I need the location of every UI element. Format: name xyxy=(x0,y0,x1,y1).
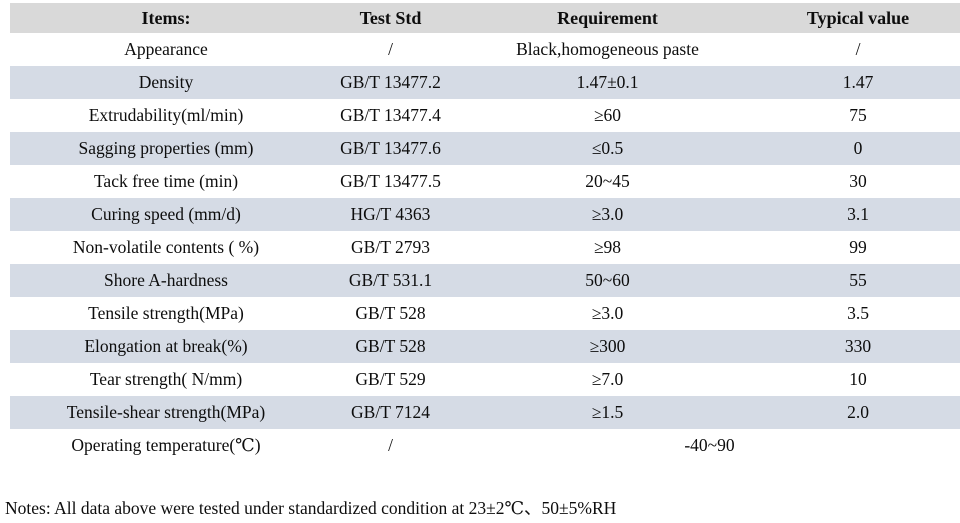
item-cell: Tensile-shear strength(MPa) xyxy=(10,396,322,429)
table-row: Tack free time (min) GB/T 13477.5 20~45 … xyxy=(10,165,960,198)
std-cell: GB/T 13477.5 xyxy=(340,171,441,191)
table-row: Appearance / Black,homogeneous paste / xyxy=(10,33,960,66)
req-cell: ≥98 xyxy=(593,237,622,257)
item-cell: Tensile strength(MPa) xyxy=(88,303,244,323)
item-cell: Elongation at break(%) xyxy=(10,330,322,363)
table-row: Tensile-shear strength(MPa) GB/T 7124 ≥1… xyxy=(10,396,960,429)
table-row: Operating temperature(℃) / -40~90 xyxy=(10,429,960,462)
table-row: Tensile strength(MPa) GB/T 528 ≥3.0 3.5 xyxy=(10,297,960,330)
typ-cell: 2.0 xyxy=(756,396,960,429)
table-row: Non-volatile contents ( %) GB/T 2793 ≥98… xyxy=(10,231,960,264)
req-cell: ≤0.5 xyxy=(459,132,756,165)
table-row: Elongation at break(%) GB/T 528 ≥300 330 xyxy=(10,330,960,363)
item-cell: Operating temperature(℃) xyxy=(71,435,261,455)
col-header-typical-value: Typical value xyxy=(756,3,960,33)
item-cell: Non-volatile contents ( %) xyxy=(72,237,260,257)
item-cell: Extrudability(ml/min) xyxy=(88,105,244,125)
typ-cell: 3.1 xyxy=(756,198,960,231)
typ-cell: 3.5 xyxy=(847,303,869,323)
std-cell: / xyxy=(388,39,393,59)
item-cell: Sagging properties (mm) xyxy=(10,132,322,165)
typ-cell: 10 xyxy=(849,369,867,389)
item-cell: Density xyxy=(10,66,322,99)
req-cell: ≥60 xyxy=(593,105,622,125)
col-header-requirement: Requirement xyxy=(459,3,756,33)
typ-cell: / xyxy=(855,39,861,59)
std-cell: GB/T 528 xyxy=(322,330,459,363)
spec-table: Items: Test Std Requirement Typical valu… xyxy=(10,3,960,462)
std-cell: GB/T 13477.2 xyxy=(322,66,459,99)
req-span-cell: -40~90 xyxy=(684,435,735,455)
table-row: Curing speed (mm/d) HG/T 4363 ≥3.0 3.1 xyxy=(10,198,960,231)
table-row: Density GB/T 13477.2 1.47±0.1 1.47 xyxy=(10,66,960,99)
typ-cell: 75 xyxy=(849,105,867,125)
req-cell: ≥3.0 xyxy=(459,198,756,231)
req-cell: ≥7.0 xyxy=(591,369,624,389)
table-row: Extrudability(ml/min) GB/T 13477.4 ≥60 7… xyxy=(10,99,960,132)
req-cell: ≥3.0 xyxy=(591,303,624,323)
item-cell: Tack free time (min) xyxy=(93,171,239,191)
std-cell: HG/T 4363 xyxy=(322,198,459,231)
typ-cell: 99 xyxy=(849,237,867,257)
notes-text: Notes: All data above were tested under … xyxy=(5,498,617,518)
table-row: Tear strength( N/mm) GB/T 529 ≥7.0 10 xyxy=(10,363,960,396)
item-cell: Shore A-hardness xyxy=(10,264,322,297)
typ-cell: 1.47 xyxy=(756,66,960,99)
std-cell: GB/T 531.1 xyxy=(322,264,459,297)
item-cell: Tear strength( N/mm) xyxy=(89,369,243,389)
req-cell: 50~60 xyxy=(459,264,756,297)
std-cell: GB/T 13477.4 xyxy=(340,105,441,125)
typ-cell: 55 xyxy=(756,264,960,297)
col-header-items: Items: xyxy=(10,3,322,33)
std-cell: GB/T 529 xyxy=(355,369,426,389)
req-cell: 20~45 xyxy=(585,171,630,191)
col-header-test-std: Test Std xyxy=(322,3,459,33)
typ-cell: 330 xyxy=(756,330,960,363)
req-cell: ≥300 xyxy=(459,330,756,363)
datasheet-page: { "colors": { "header_bg": "#d9d9d9", "r… xyxy=(0,3,960,523)
std-cell: GB/T 2793 xyxy=(351,237,430,257)
std-cell: GB/T 13477.6 xyxy=(322,132,459,165)
req-cell: 1.47±0.1 xyxy=(459,66,756,99)
typ-cell: 30 xyxy=(849,171,867,191)
req-cell: ≥1.5 xyxy=(459,396,756,429)
item-cell: Curing speed (mm/d) xyxy=(10,198,322,231)
req-cell: Black,homogeneous paste xyxy=(516,39,699,59)
item-cell: Appearance xyxy=(124,39,208,59)
std-cell: GB/T 528 xyxy=(355,303,426,323)
std-cell: GB/T 7124 xyxy=(322,396,459,429)
std-cell: / xyxy=(388,435,393,455)
typ-cell: 0 xyxy=(756,132,960,165)
spec-sheet: Items: Test Std Requirement Typical valu… xyxy=(0,3,960,523)
table-row: Shore A-hardness GB/T 531.1 50~60 55 xyxy=(10,264,960,297)
table-row: Sagging properties (mm) GB/T 13477.6 ≤0.… xyxy=(10,132,960,165)
header-row: Items: Test Std Requirement Typical valu… xyxy=(10,3,960,33)
